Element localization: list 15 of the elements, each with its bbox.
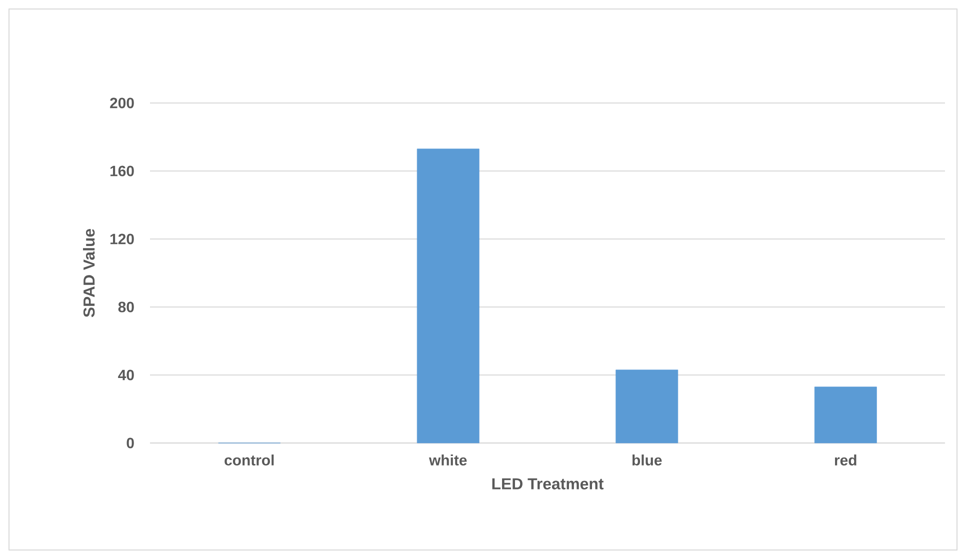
y-tick-label: 80 <box>118 302 134 312</box>
x-tick-label: red <box>834 454 856 466</box>
y-tick-label: 0 <box>126 438 134 448</box>
bar <box>814 386 877 444</box>
x-tick-label: control <box>224 454 274 466</box>
y-tick-label: 160 <box>110 166 134 176</box>
y-tick-label: 120 <box>110 234 134 244</box>
x-tick-label: blue <box>632 454 662 466</box>
x-tick-label: white <box>428 454 467 466</box>
y-axis-title: SPAD Value <box>83 228 95 318</box>
x-axis-title: LED Treatment <box>492 478 604 490</box>
y-tick-label: 200 <box>110 98 134 108</box>
y-tick-label: 40 <box>118 370 134 380</box>
bar <box>616 370 678 444</box>
bar <box>416 148 480 444</box>
